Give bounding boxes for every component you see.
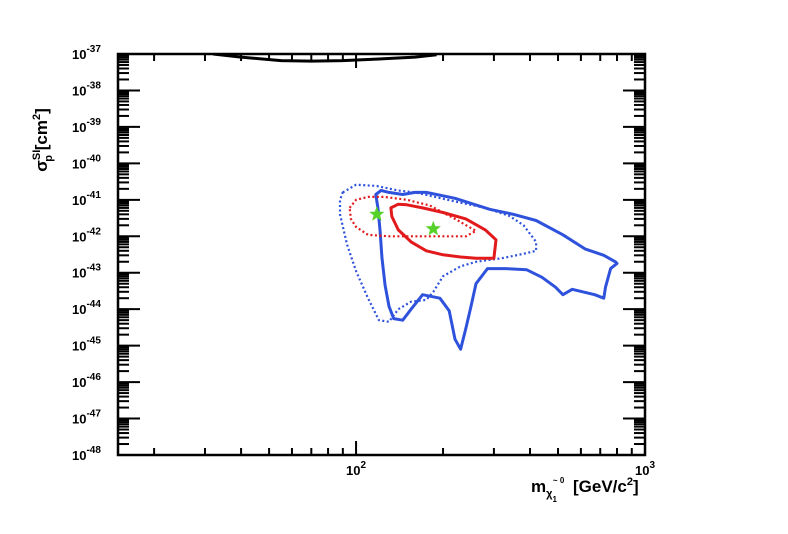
y-tick-labels: 10-37 10-38 10-39 10-40 10-41 10-42 10-43 10-44… (72, 44, 101, 463)
series-line-3 (338, 183, 538, 323)
y-tick-label: 10-40 (72, 153, 101, 171)
x-axis-title: mχ1~ 0 [GeV/c2] (531, 476, 639, 504)
y-tick-label: 10-38 (72, 80, 101, 98)
y-tick-label: 10-46 (72, 372, 101, 390)
y-axis-title: σSIp [cm2] (31, 108, 55, 172)
y-tick-label: 10-41 (72, 190, 101, 208)
y-tick-label: 10-42 (72, 226, 101, 244)
x-tick-label: 103 (635, 460, 655, 478)
series-line-1 (212, 54, 437, 63)
y-tick-label: 10-39 (72, 117, 101, 135)
best-fit-star-marker-2 (425, 220, 441, 236)
series-line-2 (374, 189, 619, 351)
x-tick-label: 102 (346, 460, 366, 478)
best-fit-star-marker-1 (369, 206, 385, 221)
y-tick-label: 10-43 (72, 263, 101, 281)
y-tick-label: 10-48 (72, 445, 101, 463)
y-tick-label: 10-37 (72, 44, 101, 62)
series-line-4 (389, 202, 498, 260)
y-tick-label: 10-45 (72, 336, 101, 354)
y-tick-label: 10-44 (72, 299, 101, 317)
y-tick-label: 10-47 (72, 409, 101, 427)
marker-layer (369, 206, 441, 236)
x-tick-labels: 102 103 (346, 460, 655, 478)
series-layer (212, 54, 619, 351)
tick-layer (118, 53, 646, 456)
